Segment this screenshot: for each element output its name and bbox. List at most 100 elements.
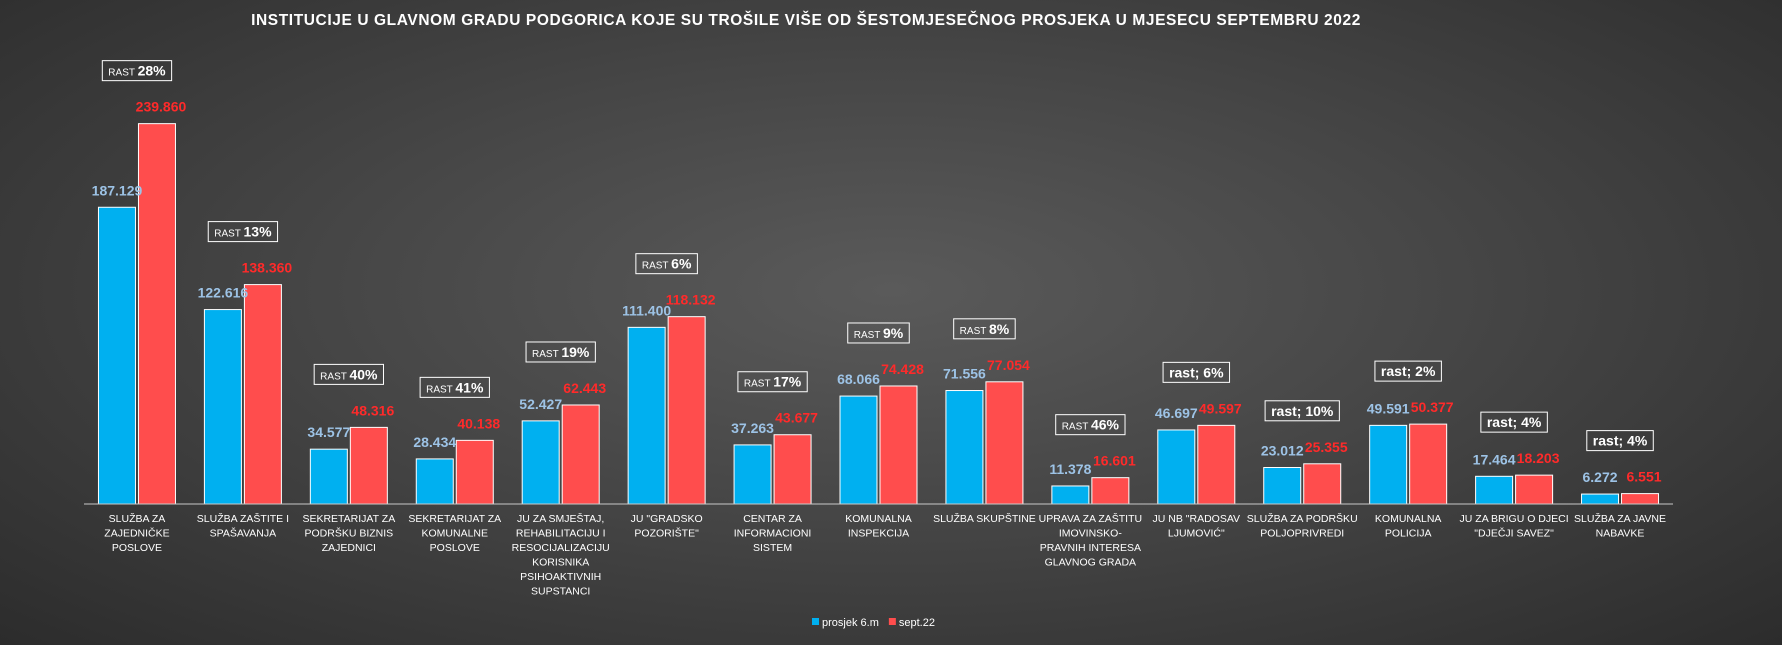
growth-annotation-text-3: RAST 41% (426, 379, 484, 395)
category-label-line: KORISNIKA (532, 557, 589, 569)
category-label-line: RESOCIJALIZACIJU (512, 542, 610, 554)
category-label-line: JU ZA SMJEŠTAJ, (517, 512, 604, 525)
legend: prosjek 6.m sept.22 (812, 617, 935, 629)
bar-prosjek-14 (1581, 493, 1620, 505)
value-label-prosjek-9: 11.378 (1049, 461, 1091, 477)
growth-annotation-box-9 (1055, 414, 1126, 436)
category-label-12: KOMUNALNA POLICIJA (1375, 513, 1442, 540)
growth-annotation-9: RAST 46% (1055, 414, 1126, 436)
category-label-line: ZAJEDNIČKE (104, 527, 169, 540)
category-label-line: POSLOVE (112, 542, 162, 554)
growth-annotation-text-5: RAST 6% (642, 256, 692, 272)
category-label-line: INFORMACIONI (734, 528, 812, 540)
category-label-line: PODRŠKU BIZNIS (304, 527, 393, 540)
category-label-line: IMOVINSKO- (1059, 528, 1123, 540)
legend-swatch-prosjek (812, 618, 819, 625)
bar-sept-1 (243, 284, 282, 505)
category-label-line: PRAVNIH INTERESA (1040, 542, 1141, 554)
value-label-sept-14: 6.551 (1627, 469, 1662, 485)
growth-annotation-box-13 (1480, 411, 1548, 433)
bar-sept-5 (667, 316, 706, 505)
bar-prosjek-12 (1369, 424, 1408, 505)
category-label-line: JU "GRADSKO (631, 513, 703, 525)
growth-prefix-10: rast; (1169, 364, 1203, 380)
growth-annotation-5: RAST 6% (635, 253, 698, 275)
bar-prosjek-3 (415, 458, 454, 505)
bar-prosjek-7 (839, 395, 878, 505)
category-label-line: SISTEM (753, 542, 792, 554)
growth-value-4: 19% (561, 344, 590, 360)
value-label-prosjek-12: 49.591 (1367, 400, 1410, 416)
category-label-line: SLUŽBA ZA PODRŠKU (1247, 512, 1358, 525)
growth-prefix-5: RAST (642, 261, 671, 272)
bar-sept-0 (137, 123, 176, 505)
bar-prosjek-13 (1475, 475, 1514, 505)
category-label-0: SLUŽBA ZA ZAJEDNIČKE POSLOVE (104, 512, 169, 554)
category-label-3: SEKRETARIJAT ZA KOMUNALNE POSLOVE (408, 513, 501, 554)
growth-annotation-0: RAST 28% (101, 60, 173, 82)
growth-annotation-box-2 (313, 363, 384, 385)
growth-annotation-14: rast; 4% (1586, 430, 1654, 452)
growth-annotation-7: RAST 9% (847, 322, 910, 344)
bar-sept-8 (985, 381, 1024, 505)
category-label-line: SLUŽBA SKUPŠTINE (933, 512, 1036, 525)
category-label-line: SUPSTANCI (531, 586, 590, 598)
growth-annotation-6: RAST 17% (737, 371, 808, 393)
category-label-10: JU NB "RADOSAV LJUMOVIĆ" (1153, 513, 1241, 540)
bar-sept-14 (1621, 493, 1660, 505)
growth-annotation-text-7: RAST 9% (854, 325, 904, 341)
category-label-line: LJUMOVIĆ" (1168, 527, 1225, 540)
bar-sept-10 (1197, 424, 1236, 505)
growth-annotation-12: rast; 2% (1374, 360, 1442, 382)
growth-value-5: 6% (671, 256, 692, 272)
category-label-line: GLAVNOG GRADA (1045, 557, 1136, 569)
growth-value-13: 4% (1521, 414, 1542, 430)
category-label-6: CENTAR ZA INFORMACIONI SISTEM (734, 513, 812, 554)
growth-value-6: 17% (773, 374, 802, 390)
value-label-sept-11: 25.355 (1305, 439, 1348, 455)
growth-annotation-13: rast; 4% (1480, 411, 1548, 433)
growth-prefix-0: RAST (108, 68, 137, 79)
growth-annotation-box-0 (101, 60, 173, 82)
growth-annotation-box-10 (1162, 361, 1231, 383)
growth-annotation-2: RAST 40% (313, 363, 384, 385)
category-label-line: SLUŽBA ZA (109, 512, 166, 525)
category-label-4: JU ZA SMJEŠTAJ, REHABILITACIJU I RESOCIJAL… (512, 512, 610, 598)
value-label-sept-6: 43.677 (775, 410, 818, 426)
category-label-line: POLJOPRIVREDI (1260, 528, 1344, 540)
growth-prefix-11: rast; (1271, 403, 1305, 419)
growth-annotation-box-7 (847, 322, 910, 344)
growth-annotation-text-12: rast; 2% (1381, 363, 1436, 379)
category-label-2: SEKRETARIJAT ZA PODRŠKU BIZNIS ZAJEDNICI (302, 513, 395, 554)
category-label-line: JU ZA BRIGU O DJECI (1460, 513, 1569, 525)
growth-annotation-box-12 (1374, 360, 1442, 382)
bar-sept-2 (349, 426, 388, 505)
growth-prefix-8: RAST (960, 326, 989, 337)
category-label-line: SEKRETARIJAT ZA (408, 513, 501, 525)
growth-annotation-4: RAST 19% (525, 341, 596, 363)
value-label-sept-0: 239.860 (136, 99, 187, 115)
bar-sept-3 (455, 439, 494, 505)
category-label-line: KOMUNALNA (1375, 513, 1442, 525)
value-label-sept-9: 16.601 (1093, 453, 1136, 469)
growth-prefix-13: rast; (1487, 414, 1521, 430)
bar-prosjek-0 (97, 206, 136, 505)
growth-value-11: 10% (1305, 403, 1334, 419)
value-label-prosjek-0: 187.129 (92, 182, 143, 198)
value-label-sept-13: 18.203 (1517, 450, 1560, 466)
value-label-prosjek-7: 68.066 (837, 371, 880, 387)
growth-value-0: 28% (138, 63, 167, 79)
bar-prosjek-4 (521, 420, 560, 505)
bar-prosjek-5 (627, 326, 666, 505)
growth-annotation-text-10: rast; 6% (1169, 364, 1224, 380)
value-label-prosjek-3: 28.434 (413, 434, 456, 450)
category-label-8: SLUŽBA SKUPŠTINE (933, 512, 1036, 525)
category-label-line: UPRAVA ZA ZAŠTITU (1039, 512, 1142, 525)
growth-prefix-14: rast; (1593, 433, 1627, 449)
growth-prefix-2: RAST (320, 371, 349, 382)
bar-sept-7 (879, 385, 918, 505)
value-label-prosjek-2: 34.577 (307, 424, 350, 440)
category-label-line: CENTAR ZA (743, 513, 802, 525)
value-label-sept-8: 77.054 (987, 357, 1030, 373)
growth-annotation-text-13: rast; 4% (1487, 414, 1542, 430)
